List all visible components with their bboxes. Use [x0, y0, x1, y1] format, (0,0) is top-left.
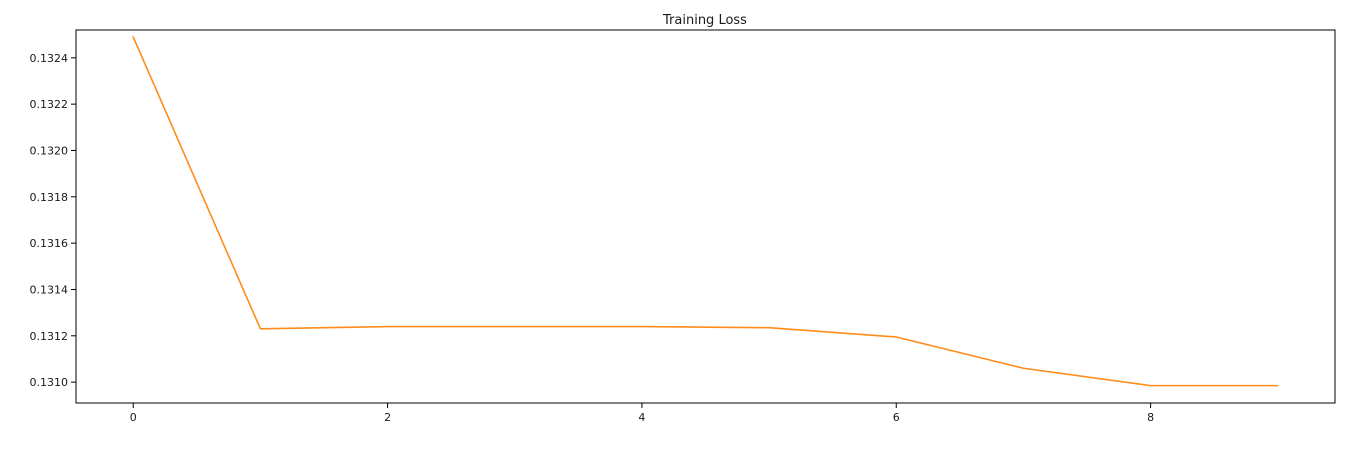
- x-tick-label: 4: [638, 411, 645, 424]
- y-tick-label: 0.1312: [30, 330, 69, 343]
- y-tick-label: 0.1310: [30, 376, 69, 389]
- axes-layer: [75, 29, 1336, 404]
- y-axis-ticks: 0.1310 0.1312 0.1314 0.1316 0.1318 0.1320 0.13…: [30, 52, 76, 389]
- y-tick-label: 0.1318: [30, 191, 69, 204]
- x-axis-ticks: 0 2 4 6 8: [130, 403, 1154, 424]
- y-tick-label: 0.1322: [30, 98, 69, 111]
- series-line-0: [132, 36, 1279, 387]
- x-tick-label: 8: [1147, 411, 1154, 424]
- x-tick-label: 6: [893, 411, 900, 424]
- y-tick-label: 0.1314: [30, 283, 69, 296]
- y-tick-label: 0.1316: [30, 237, 69, 250]
- y-tick-label: 0.1320: [30, 144, 69, 157]
- series-layer: [132, 36, 1279, 387]
- chart-title: Training Loss: [662, 13, 747, 28]
- x-tick-label: 2: [384, 411, 391, 424]
- x-tick-label: 0: [130, 411, 137, 424]
- plot-frame: [75, 29, 1336, 404]
- y-tick-label: 0.1324: [30, 52, 69, 65]
